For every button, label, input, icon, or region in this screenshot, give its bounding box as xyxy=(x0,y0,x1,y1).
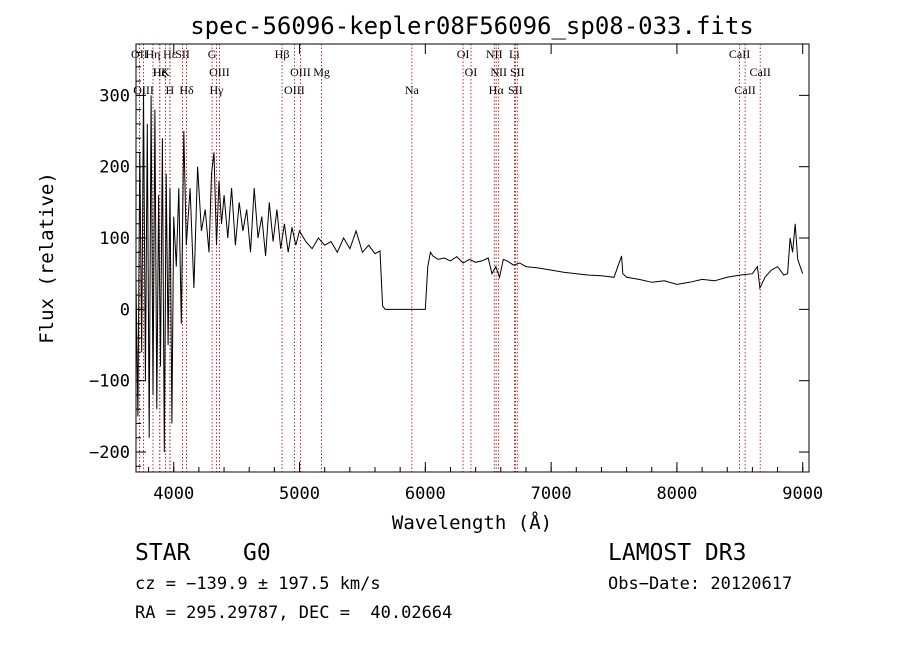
redshift-velocity: cz = −139.9 ± 197.5 km/s xyxy=(135,574,381,594)
x-tick-label: 8000 xyxy=(656,484,697,504)
spectral-line-label: Hη xyxy=(146,47,161,61)
chart-title: spec-56096-kepler08F56096_sp08-033.fits xyxy=(190,12,754,40)
spectral-line-label: OI xyxy=(465,65,478,79)
observation-date: Obs−Date: 20120617 xyxy=(608,574,793,594)
series-line-flux xyxy=(135,88,804,453)
spectral-line-label: H xyxy=(166,83,175,97)
spectral-line-label: SII xyxy=(510,65,525,79)
y-tick-label: 0 xyxy=(120,300,130,320)
spectral-line-label: SII xyxy=(508,83,523,97)
survey-name: LAMOST DR3 xyxy=(608,540,747,566)
spectral-line-label: CaII xyxy=(750,65,771,79)
spectral-line-label: Hγ xyxy=(210,83,225,97)
spectral-line-label: CaII xyxy=(734,83,755,97)
x-tick-label: 4000 xyxy=(153,484,194,504)
spectral-line-label: OIII xyxy=(209,65,230,79)
spectrum-plot xyxy=(135,88,804,453)
y-tick-label: 200 xyxy=(99,158,130,178)
spectral-line-label: Li xyxy=(509,47,520,61)
spectral-line-label: OII xyxy=(131,47,148,61)
x-tick-label: 9000 xyxy=(782,484,823,504)
axes: 4000 5000 6000 7000 8000 9000 −200 −100 0 100 200 3… xyxy=(89,44,823,504)
spectral-line-label: OI xyxy=(457,47,470,61)
spectral-line-label: CaII xyxy=(729,47,750,61)
y-tick-label: 100 xyxy=(99,229,130,249)
spectral-line-label: NII xyxy=(490,65,507,79)
object-type: STAR xyxy=(135,540,191,566)
x-tick-label: 7000 xyxy=(531,484,572,504)
spectral-line-label: Hβ xyxy=(275,47,290,61)
spectral-line-label: OIII xyxy=(284,83,305,97)
spectral-line-markers: HεKHOIIHeOIIIHηHζHδSIIOIIIHγGOIIIOIIIHβM… xyxy=(131,44,771,472)
spectral-line-label: K xyxy=(161,65,170,79)
y-axis-label: Flux (relative) xyxy=(36,172,58,344)
x-tick-label: 5000 xyxy=(279,484,320,504)
spectral-line-label: Mg xyxy=(313,65,330,79)
spectral-line-label: Hζ xyxy=(153,65,167,79)
spectral-line-label: G xyxy=(208,47,217,61)
spectral-line-label: NII xyxy=(486,47,503,61)
coordinates: RA = 295.29787, DEC = 40.02664 xyxy=(135,603,453,623)
spectral-line-label: Hα xyxy=(489,83,505,97)
y-tick-label: −200 xyxy=(89,443,130,463)
spectral-line-label: OIII xyxy=(290,65,311,79)
x-axis-label: Wavelength (Å) xyxy=(392,511,552,534)
plot-frame xyxy=(135,43,810,473)
y-tick-label: 300 xyxy=(99,86,130,106)
spectrum-chart: spec-56096-kepler08F56096_sp08-033.fits … xyxy=(36,12,823,534)
spectral-line-label: Hδ xyxy=(179,83,194,97)
x-tick-label: 6000 xyxy=(405,484,446,504)
y-tick-label: −100 xyxy=(89,372,130,392)
object-subclass: G0 xyxy=(243,540,271,566)
spectral-line-label: Na xyxy=(405,83,420,97)
spectral-line-label: SII xyxy=(175,47,190,61)
